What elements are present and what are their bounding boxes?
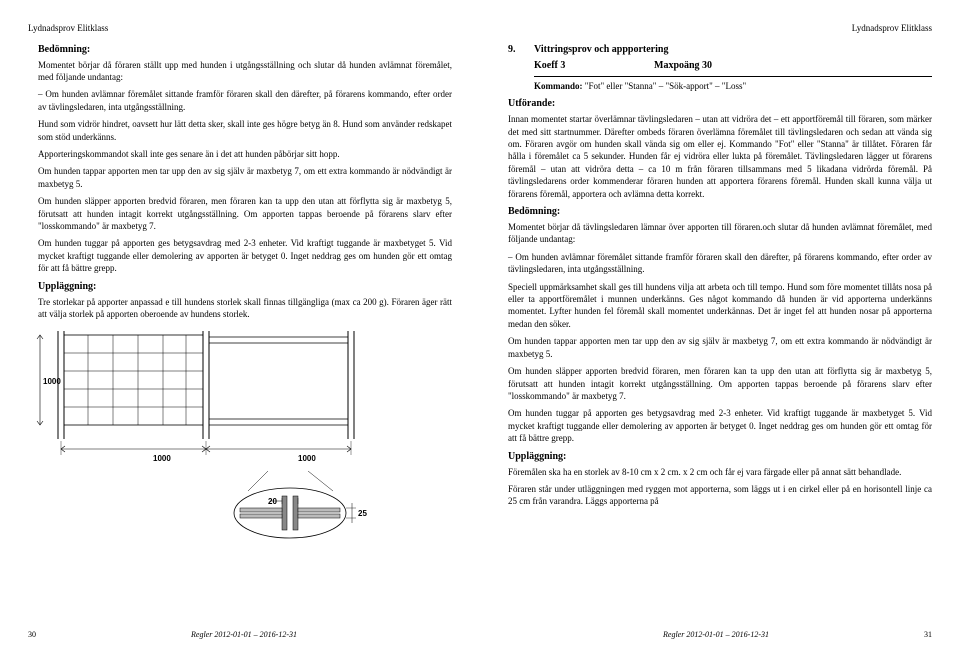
section-bedömning: Bedömning: (28, 43, 452, 57)
maxpoäng: Maxpoäng 30 (654, 59, 712, 73)
footer-right: 31 Regler 2012-01-01 – 2016-12-31 (508, 629, 932, 640)
para: Om hunden släpper apporten bredvid förar… (508, 365, 932, 402)
kommando-line: Kommando: "Fot" eller "Stanna" – "Sök-ap… (508, 80, 932, 93)
fence-svg (28, 331, 388, 461)
para: – Om hunden avlämnar föremålet sittande … (28, 88, 452, 113)
footer-text: Regler 2012-01-01 – 2016-12-31 (191, 630, 297, 639)
dim-25: 25 (358, 508, 367, 519)
page-header-left: Lydnadsprov Elitklass (28, 22, 452, 35)
para: Föremålen ska ha en storlek av 8-10 cm x… (508, 466, 932, 478)
footer-left: 30 Regler 2012-01-01 – 2016-12-31 (28, 629, 452, 640)
para: Apporteringskommandot skall inte ges sen… (28, 148, 452, 160)
section-uppläggning: Uppläggning: (28, 280, 452, 294)
dim-20: 20 (268, 496, 277, 507)
dim-1000-v: 1000 (43, 376, 61, 387)
para: Momentet börjar då tävlingsledaren lämna… (508, 221, 932, 246)
dim-1000-h2: 1000 (298, 453, 316, 464)
item-title: Vittringsprov och appportering (534, 43, 932, 57)
para: Om hunden tuggar på apporten ges betygsa… (508, 407, 932, 444)
item-header: 9. Vittringsprov och appportering (508, 43, 932, 57)
footer-text: Regler 2012-01-01 – 2016-12-31 (663, 630, 769, 639)
page-number: 30 (28, 629, 36, 640)
page-header-right: Lydnadsprov Elitklass (508, 22, 932, 35)
para: Om hunden tappar apporten men tar upp de… (28, 165, 452, 190)
left-page: Lydnadsprov Elitklass Bedömning: Momente… (0, 0, 480, 650)
para: Föraren står under utläggningen med rygg… (508, 483, 932, 508)
section-uppläggning: Uppläggning: (508, 450, 932, 464)
para: Om hunden tuggar på apporten ges betygsa… (28, 237, 452, 274)
para: Momentet börjar då föraren ställt upp me… (28, 59, 452, 84)
divider (534, 76, 932, 77)
section-bedömning: Bedömning: (508, 205, 932, 219)
para: – Om hunden avlämnar föremålet sittande … (508, 251, 932, 276)
para: Tre storlekar på apporter anpassad e til… (28, 296, 452, 321)
kommando-label: Kommando: (534, 81, 583, 91)
page-number: 31 (924, 629, 932, 640)
fence-diagram: 1000 1000 1000 20 25 (28, 331, 452, 541)
para: Innan momentet startar överlämnar tävlin… (508, 113, 932, 200)
section-utförande: Utförande: (508, 97, 932, 111)
para: Speciell uppmärksamhet skall ges till hu… (508, 281, 932, 331)
dim-1000-h1: 1000 (153, 453, 171, 464)
detail-svg (228, 471, 388, 541)
para: Om hunden tappar apporten men tar upp de… (508, 335, 932, 360)
item-sub: Koeff 3 Maxpoäng 30 (508, 59, 932, 73)
right-page: Lydnadsprov Elitklass 9. Vittringsprov o… (480, 0, 960, 650)
koeff: Koeff 3 (534, 59, 654, 73)
para: Om hunden släpper apporten bredvid förar… (28, 195, 452, 232)
item-number: 9. (508, 43, 534, 57)
kommando-text: "Fot" eller "Stanna" – "Sök-apport" – "L… (583, 81, 747, 91)
para: Hund som vidrör hindret, oavsett hur lät… (28, 118, 452, 143)
